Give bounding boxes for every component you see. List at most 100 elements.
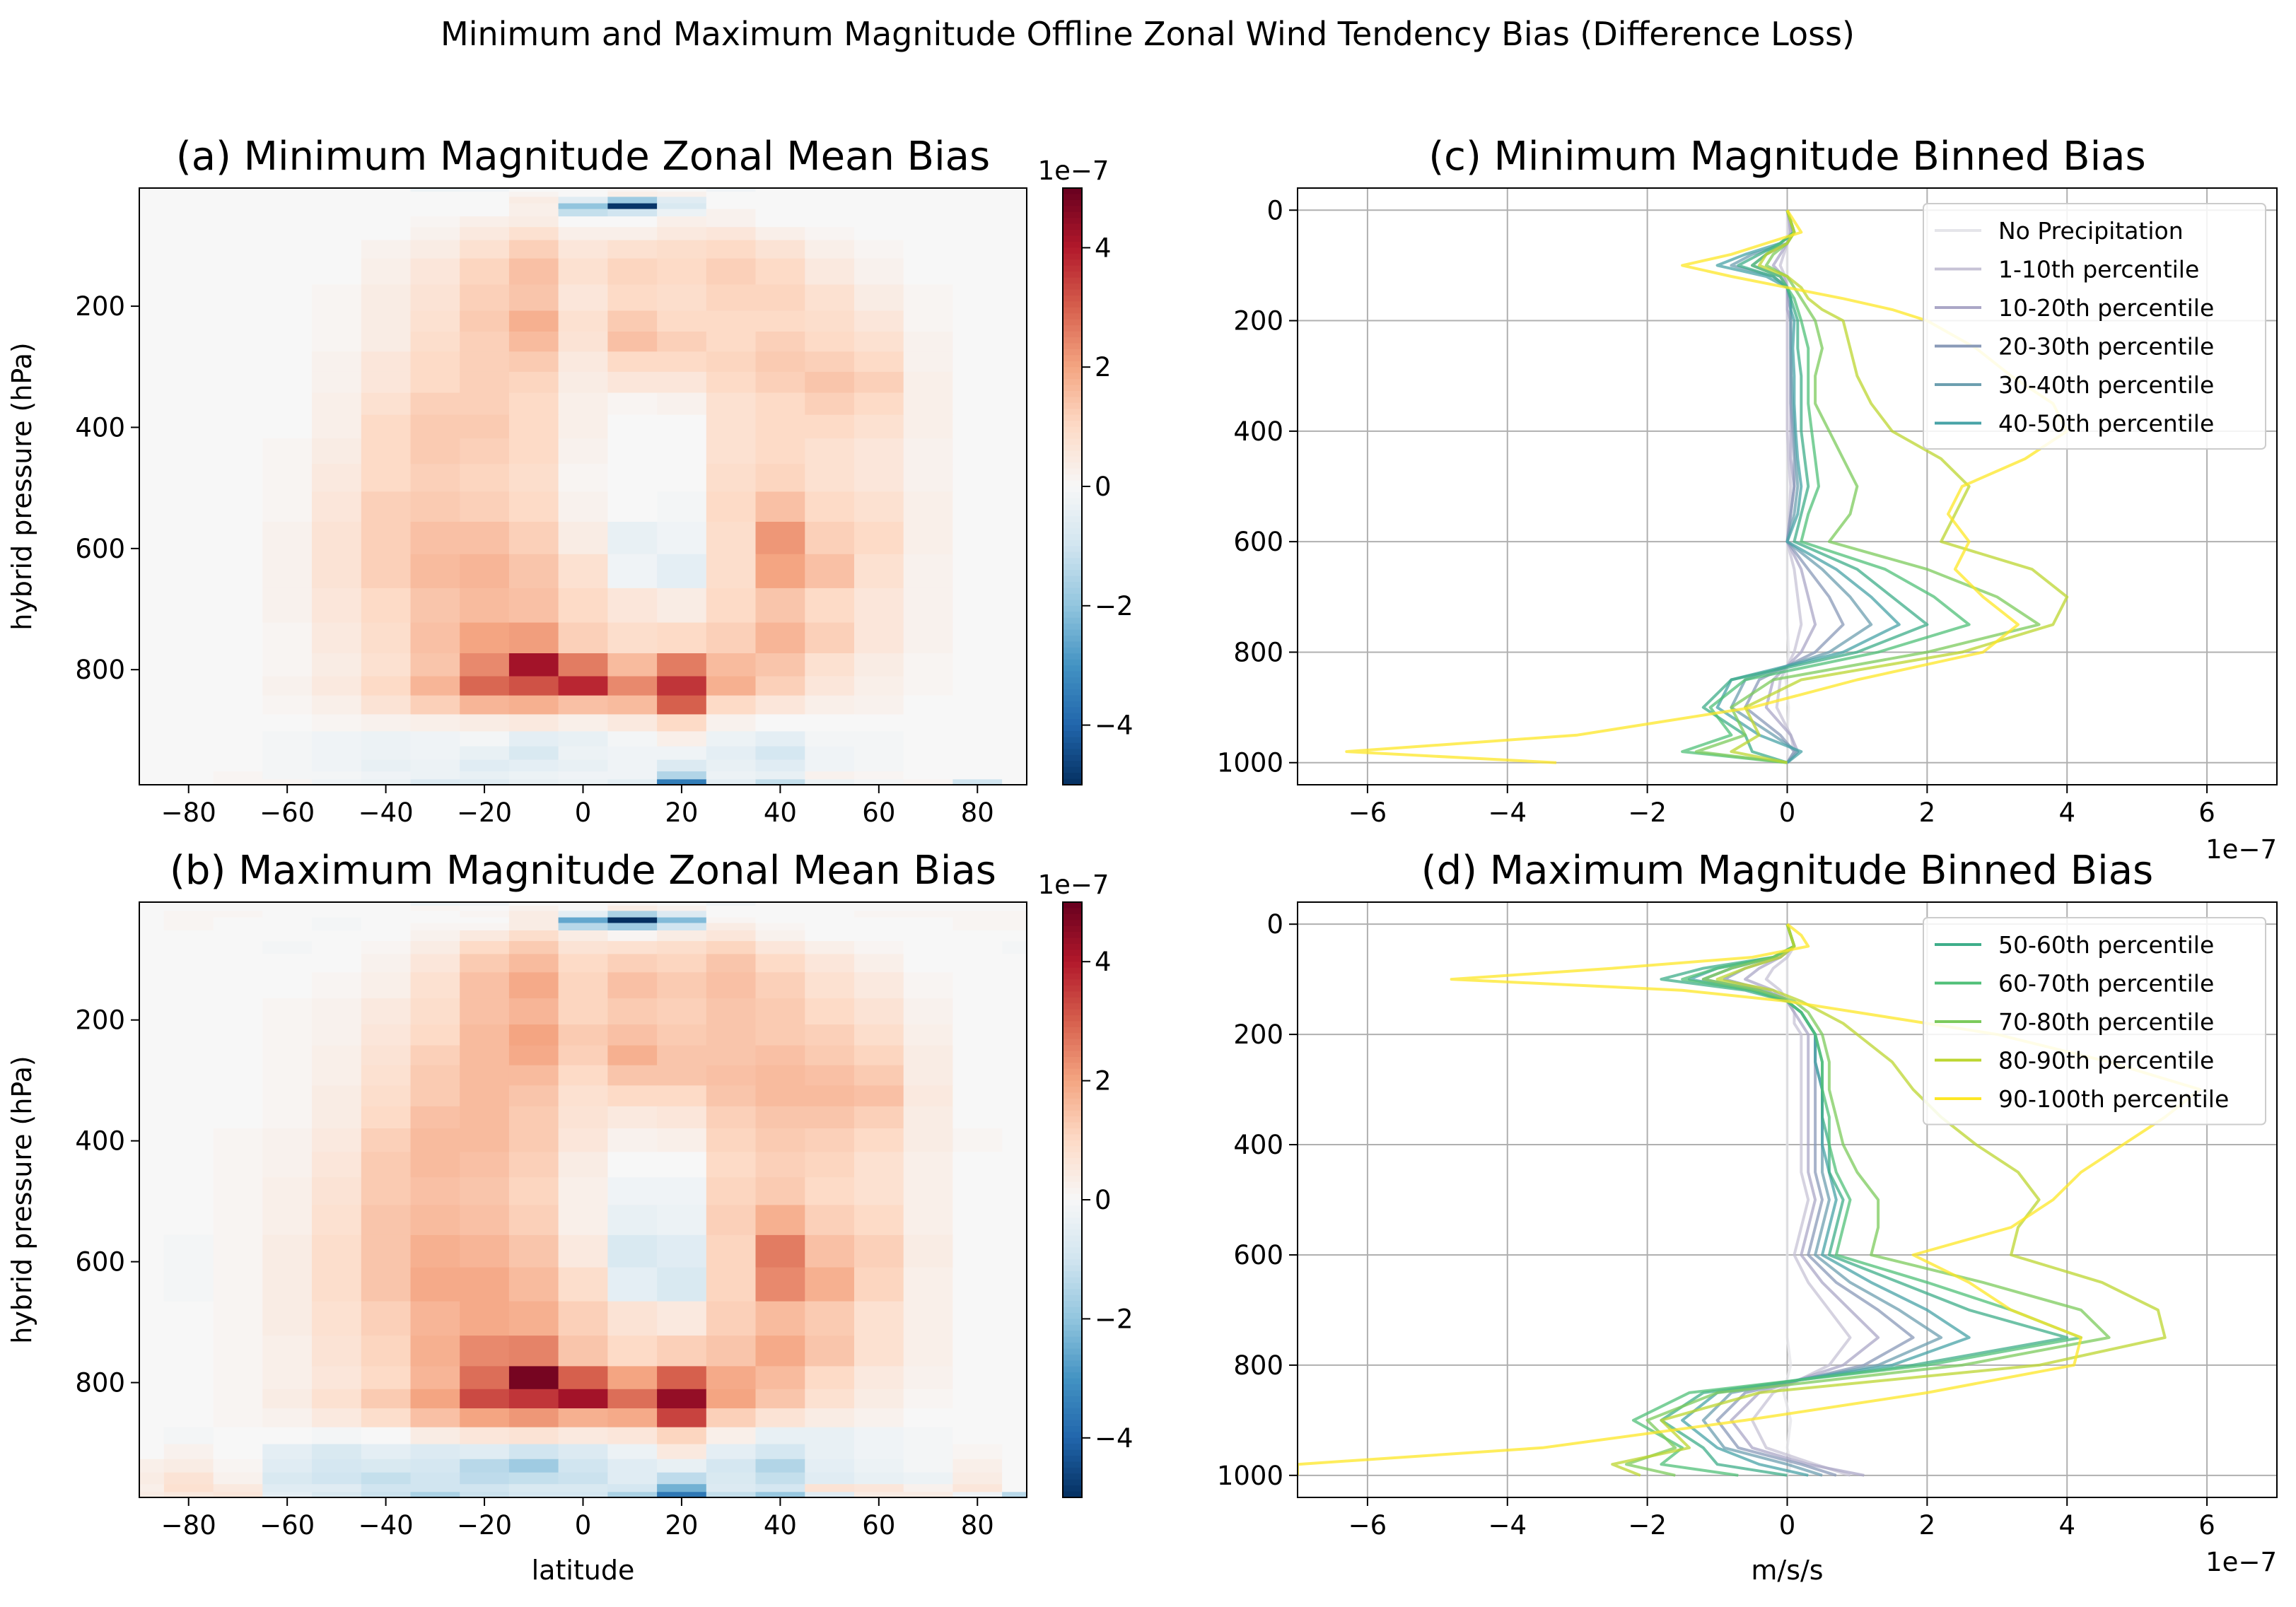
heatmap-cell	[508, 1085, 559, 1107]
colorbar-step	[1063, 997, 1082, 1004]
heatmap-cell	[262, 676, 313, 696]
heatmap-cell	[706, 731, 757, 747]
heatmap-cell	[213, 972, 263, 999]
heatmap-cell	[139, 923, 165, 931]
heatmap-cell	[1002, 676, 1027, 696]
colorbar-step	[1063, 761, 1082, 768]
heatmap-cell	[1002, 1106, 1027, 1129]
colorbar-step	[1063, 284, 1082, 291]
legend-label: 40-50th percentile	[1998, 410, 2214, 438]
heatmap-cell	[558, 1205, 608, 1236]
heatmap-cells	[139, 188, 1027, 785]
heatmap-cell	[903, 917, 953, 924]
heatmap-cell	[854, 746, 904, 761]
colorbar-step	[1063, 731, 1082, 738]
heatmap-cell	[410, 192, 460, 197]
heatmap-cell	[312, 911, 362, 918]
colorbar-step	[1063, 742, 1082, 750]
colorbar-step	[1063, 373, 1082, 380]
heatmap-cell	[262, 332, 313, 352]
heatmap-cell	[558, 917, 608, 924]
heatmap-cell	[460, 759, 510, 772]
heatmap-cell	[460, 197, 510, 204]
heatmap-cell	[213, 1267, 263, 1302]
heatmap-cell	[607, 917, 658, 924]
heatmap-cell	[410, 1484, 460, 1492]
heatmap-cell	[706, 998, 757, 1025]
heatmap-cell	[163, 1267, 214, 1302]
heatmap-cell	[755, 746, 805, 761]
heatmap-cell	[361, 1177, 412, 1205]
colorbar-step	[1063, 617, 1082, 624]
heatmap-cell	[1002, 192, 1027, 197]
heatmap-cell	[262, 351, 313, 373]
heatmap-cell	[262, 310, 313, 332]
heatmap-cell	[657, 1085, 707, 1107]
heatmap-cell	[952, 676, 1003, 696]
heatmap-cell	[508, 197, 559, 204]
heatmap-cell	[163, 695, 214, 715]
colorbar-step	[1063, 1319, 1082, 1326]
heatmap-cell	[410, 351, 460, 373]
heatmap-cell	[952, 1205, 1003, 1236]
heatmap-cell	[854, 1128, 904, 1152]
heatmap-cell	[755, 653, 805, 677]
heatmap-cell	[657, 554, 707, 589]
heatmap-cell	[1002, 902, 1027, 906]
heatmap-cell	[1002, 1444, 1027, 1460]
heatmap-cell	[163, 588, 214, 624]
heatmap-cell	[706, 491, 757, 522]
heatmap-cell	[903, 392, 953, 416]
heatmap-cell	[213, 1045, 263, 1066]
heatmap-cell	[312, 906, 362, 911]
heatmap-cell	[262, 1427, 313, 1445]
heatmap-cell	[903, 1267, 953, 1302]
heatmap-cell	[657, 923, 707, 931]
heatmap-cell	[706, 917, 757, 924]
heatmap-cell	[139, 188, 165, 192]
heatmap-cell	[139, 759, 165, 772]
heatmap-cell	[558, 902, 608, 906]
series-line	[1625, 923, 2111, 1477]
y-tick-label: 600	[75, 1247, 125, 1278]
colorbar-step	[1063, 1205, 1082, 1212]
heatmap-cell	[213, 351, 263, 373]
heatmap-cell	[903, 1366, 953, 1390]
heatmap-cell	[755, 759, 805, 772]
heatmap-cell	[952, 923, 1003, 931]
x-tick-label: 2	[1919, 797, 1936, 828]
heatmap-cell	[755, 332, 805, 352]
heatmap-cell	[755, 351, 805, 373]
colorbar-tick-label: −2	[1095, 591, 1134, 621]
heatmap-cell	[607, 588, 658, 624]
heatmap-cell	[410, 1427, 460, 1445]
colorbar-step	[1063, 1229, 1082, 1237]
heatmap-cell	[1002, 1128, 1027, 1152]
heatmap-cell	[410, 392, 460, 416]
heatmap-cell	[139, 351, 165, 373]
heatmap-cell	[361, 351, 412, 373]
heatmap-cell	[460, 676, 510, 696]
heatmap-cell	[854, 464, 904, 492]
heatmap-cell	[163, 554, 214, 589]
heatmap-cell	[361, 1408, 412, 1428]
heatmap-cell	[854, 714, 904, 732]
heatmap-cell	[460, 414, 510, 439]
heatmap-cell	[805, 1389, 855, 1409]
heatmap-cell	[262, 227, 313, 241]
heatmap-cell	[410, 464, 460, 492]
colorbar-step	[1063, 534, 1082, 541]
heatmap-cell	[139, 1389, 165, 1409]
x-tick-label: −20	[457, 1510, 512, 1541]
heatmap-cell	[312, 332, 362, 352]
x-tick-label: 80	[961, 1510, 994, 1541]
colorbar-step	[1063, 1003, 1082, 1010]
heatmap-cell	[558, 1106, 608, 1129]
heatmap-cell	[139, 917, 165, 924]
heatmap-cell	[213, 192, 263, 197]
heatmap-cell	[1002, 438, 1027, 464]
heatmap-cell	[139, 771, 165, 780]
heatmap-cell	[213, 522, 263, 555]
heatmap-cell	[755, 209, 805, 217]
